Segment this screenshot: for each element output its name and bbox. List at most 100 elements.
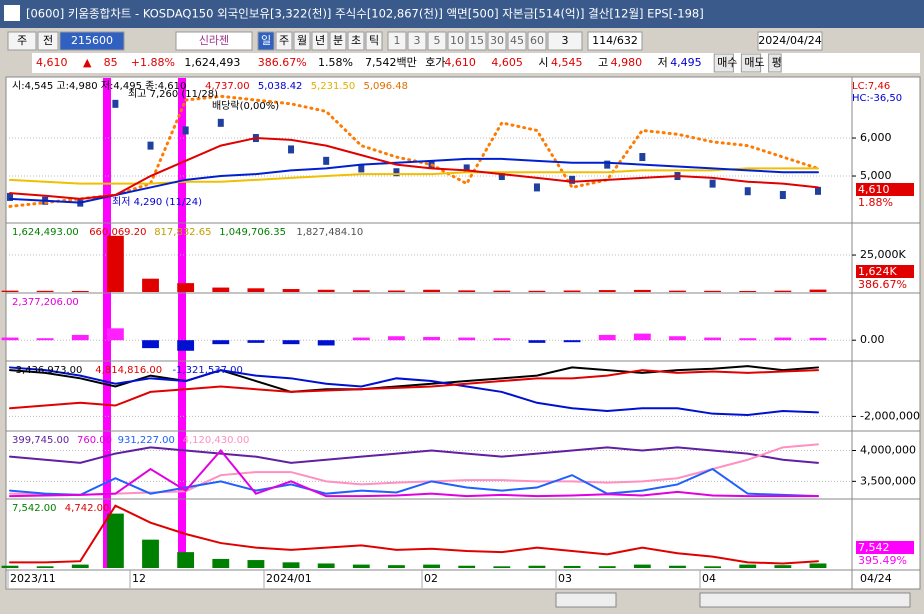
quote-volume: 1,624,493 [184, 56, 240, 69]
order-button[interactable] [768, 53, 782, 73]
bar [809, 337, 827, 341]
quote-change: 85 [104, 56, 118, 69]
last-value-box [856, 183, 914, 196]
code-input-label: 215600 [71, 34, 113, 47]
bar [493, 566, 511, 568]
interval-button[interactable] [527, 31, 547, 51]
interval-button[interactable] [447, 31, 467, 51]
bar [633, 564, 651, 568]
bar [423, 336, 440, 341]
interval-button[interactable] [387, 31, 407, 51]
scroll-bar[interactable] [6, 591, 920, 611]
candle [815, 186, 821, 195]
interval-button-label: 60 [530, 34, 544, 47]
order-button[interactable] [740, 53, 762, 73]
axis-info: LC:7,46 [852, 81, 890, 92]
quote-amount: 7,542백만 [365, 56, 417, 69]
y-tick-label: 0.00 [860, 333, 885, 346]
position-box[interactable] [587, 31, 643, 51]
interval-button-label: 5 [434, 34, 441, 47]
bar [809, 563, 827, 568]
quote-high_label: 고 [598, 56, 608, 69]
period-button[interactable] [365, 31, 383, 51]
interval-button[interactable] [427, 31, 447, 51]
bar [106, 513, 124, 568]
bar [388, 336, 405, 341]
legend-value: 1,049,706.35 [219, 227, 286, 238]
bar [177, 552, 195, 568]
legend-value: 1,624,493.00 [12, 227, 79, 238]
candle [182, 126, 189, 135]
bar [633, 289, 651, 292]
quote-volume_ratio: 386.67% [258, 56, 307, 69]
x-tick-label: 2024/01 [266, 572, 312, 585]
line [9, 467, 819, 498]
candle [288, 145, 295, 154]
period-button[interactable] [275, 31, 293, 51]
interval-button-label: 30 [490, 34, 504, 47]
interval-button[interactable] [487, 31, 507, 51]
select[interactable] [37, 31, 59, 51]
select-label: 전 [43, 34, 53, 47]
order-button[interactable] [713, 53, 734, 73]
interval-button[interactable] [407, 31, 427, 51]
bar [36, 566, 54, 568]
period-button[interactable] [329, 31, 347, 51]
legend-value: 5,096.48 [364, 81, 409, 92]
y-tick-label: 25,000K [860, 248, 906, 261]
legend-value: 1,827,484.10 [296, 227, 363, 238]
legend-value: -3,436,973.00 [12, 365, 82, 376]
legend-value: 817,832.65 [154, 227, 211, 238]
bar [352, 564, 370, 568]
period-button[interactable] [311, 31, 329, 51]
legend-value: 660,069.20 [89, 227, 146, 238]
period-button[interactable] [347, 31, 365, 51]
quote-price: 4,610 [36, 56, 68, 69]
quote-high: 4,980 [611, 56, 643, 69]
legend-value: 4,120,430.00 [183, 435, 250, 446]
nav-buttons[interactable] [555, 592, 617, 608]
bar [282, 340, 300, 345]
quote-ask: 4,610 [444, 56, 476, 69]
period-button[interactable] [257, 31, 275, 51]
quote-change_sign: ▲ [83, 56, 92, 69]
quote-open_label: 시 [538, 56, 548, 69]
period-button[interactable] [293, 31, 311, 51]
bar [458, 337, 476, 341]
date-input[interactable] [757, 31, 823, 51]
interval-button[interactable] [507, 31, 527, 51]
select[interactable] [7, 31, 37, 51]
count-select[interactable] [547, 31, 583, 51]
line [9, 504, 819, 565]
interval-button[interactable] [467, 31, 487, 51]
title-bar [0, 0, 924, 28]
line [9, 157, 819, 204]
bar [71, 564, 89, 568]
bar [212, 340, 230, 345]
bar [388, 565, 405, 568]
bar [458, 290, 476, 292]
bar [247, 340, 265, 343]
candle [709, 179, 716, 188]
bar [598, 334, 616, 341]
legend-value: 7,542.00 [12, 503, 57, 514]
bar [563, 290, 581, 292]
candle [498, 172, 505, 181]
y-tick-label: -2,000,000 [860, 409, 920, 422]
bar [493, 338, 511, 341]
x-tick-label: 03 [558, 572, 572, 585]
code-input[interactable] [59, 31, 125, 51]
position-box-label: 114/632 [592, 34, 638, 47]
interval-button-label: 10 [450, 34, 464, 47]
tool-buttons[interactable] [699, 592, 911, 608]
bar [739, 338, 757, 341]
legend-value: 2,377,206.00 [12, 297, 79, 308]
y-tick-label: 6,000 [860, 131, 892, 144]
bar [1, 565, 19, 568]
bar [247, 288, 265, 292]
y-tick-label: 3,500,000 [860, 474, 916, 487]
name-box[interactable] [175, 31, 253, 51]
axis-info: HC:-36,50 [852, 93, 902, 104]
line [9, 369, 819, 410]
bar [704, 290, 722, 292]
